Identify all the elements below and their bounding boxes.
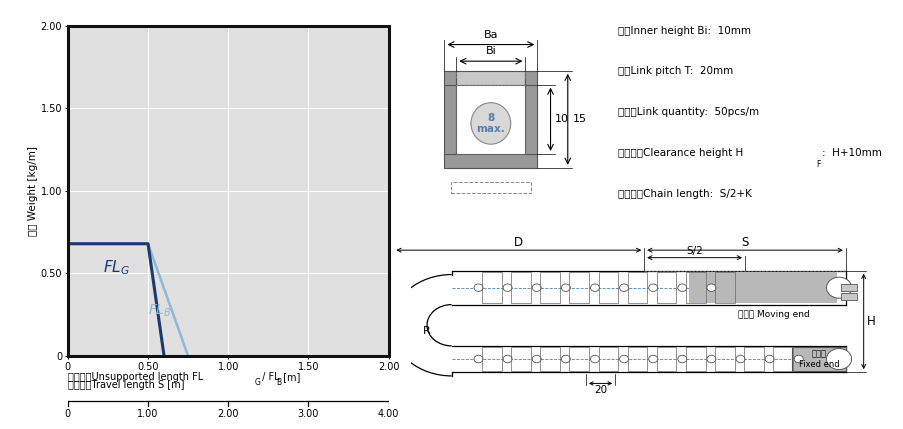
Circle shape (764, 355, 773, 363)
Bar (685, 272, 705, 303)
Bar (451, 181, 530, 193)
Text: 行程长度Travel length S [m]: 行程长度Travel length S [m] (68, 380, 184, 390)
Bar (481, 272, 501, 303)
Text: [m]: [m] (280, 372, 301, 382)
Circle shape (473, 284, 482, 291)
Text: 3.00: 3.00 (297, 409, 319, 419)
Circle shape (561, 355, 570, 363)
Circle shape (619, 284, 628, 291)
Circle shape (794, 355, 803, 363)
Bar (444, 71, 456, 85)
Text: 移动端 Moving end: 移动端 Moving end (738, 310, 809, 319)
Bar (598, 347, 618, 371)
Text: Ba: Ba (483, 30, 498, 40)
Circle shape (503, 284, 511, 291)
Text: 链节数Link quantity:  50pcs/m: 链节数Link quantity: 50pcs/m (617, 107, 758, 117)
Bar (510, 347, 530, 371)
Text: H: H (866, 315, 875, 328)
Bar (714, 347, 734, 371)
Circle shape (735, 355, 744, 363)
Circle shape (648, 355, 656, 363)
Bar (627, 272, 647, 303)
Text: 0: 0 (65, 409, 70, 419)
Bar (714, 272, 734, 303)
Bar (688, 272, 836, 303)
Text: D: D (514, 236, 523, 249)
Text: 内高Inner height Bi:  10mm: 内高Inner height Bi: 10mm (617, 26, 749, 36)
Text: 10: 10 (554, 114, 569, 124)
Bar (540, 272, 559, 303)
Bar (444, 85, 456, 154)
Text: $\mathit{FL_G}$: $\mathit{FL_G}$ (103, 258, 130, 277)
Text: F: F (815, 160, 819, 169)
Circle shape (532, 355, 541, 363)
Text: 4.00: 4.00 (377, 409, 399, 419)
Text: Bi: Bi (485, 46, 496, 56)
Y-axis label: 负载 Weight [kg/m]: 负载 Weight [kg/m] (28, 146, 38, 236)
Text: 1.00: 1.00 (137, 409, 159, 419)
Circle shape (590, 355, 599, 363)
Bar (525, 85, 536, 154)
Text: / FL: / FL (259, 372, 280, 382)
Circle shape (503, 355, 511, 363)
Circle shape (619, 355, 628, 363)
Text: 节距Link pitch T:  20mm: 节距Link pitch T: 20mm (617, 66, 732, 76)
Circle shape (532, 284, 541, 291)
Circle shape (648, 284, 656, 291)
Bar (456, 85, 525, 154)
Text: 8
max.: 8 max. (476, 113, 505, 134)
Text: G: G (255, 378, 260, 387)
Bar (743, 347, 763, 371)
Text: S/2: S/2 (685, 246, 703, 256)
Bar (598, 272, 618, 303)
Circle shape (706, 284, 715, 291)
Bar (656, 347, 675, 371)
Text: 20: 20 (593, 385, 607, 395)
Text: 拖链长度Chain length:  S/2+K: 拖链长度Chain length: S/2+K (617, 189, 750, 199)
Bar (481, 347, 501, 371)
Text: 架空长度Unsupported length FL: 架空长度Unsupported length FL (68, 372, 203, 382)
Bar (685, 347, 705, 371)
Text: 安装高度Clearance height H: 安装高度Clearance height H (617, 148, 742, 158)
Bar (444, 154, 536, 168)
Text: 固定端
Fixed end: 固定端 Fixed end (797, 349, 838, 369)
Circle shape (473, 355, 482, 363)
Bar (841, 284, 856, 291)
Bar (772, 347, 792, 371)
Circle shape (677, 284, 686, 291)
Circle shape (590, 284, 599, 291)
Text: 2.00: 2.00 (218, 409, 238, 419)
Circle shape (825, 348, 851, 369)
Text: 15: 15 (572, 114, 586, 124)
Bar (627, 347, 647, 371)
Bar (656, 272, 675, 303)
Circle shape (825, 277, 851, 298)
Text: $\mathit{FL_B}$: $\mathit{FL_B}$ (148, 303, 172, 319)
Bar (456, 71, 525, 85)
Text: S: S (740, 236, 748, 249)
Bar (569, 272, 589, 303)
Text: R: R (423, 326, 431, 336)
Circle shape (706, 355, 715, 363)
Circle shape (677, 355, 686, 363)
Bar (791, 347, 845, 372)
Circle shape (470, 103, 510, 144)
Circle shape (561, 284, 570, 291)
Bar (841, 293, 856, 300)
Text: B: B (276, 378, 282, 387)
Text: :  H+10mm: : H+10mm (821, 148, 880, 158)
Bar (569, 347, 589, 371)
Bar (540, 347, 559, 371)
Bar (510, 272, 530, 303)
Bar (525, 71, 536, 85)
